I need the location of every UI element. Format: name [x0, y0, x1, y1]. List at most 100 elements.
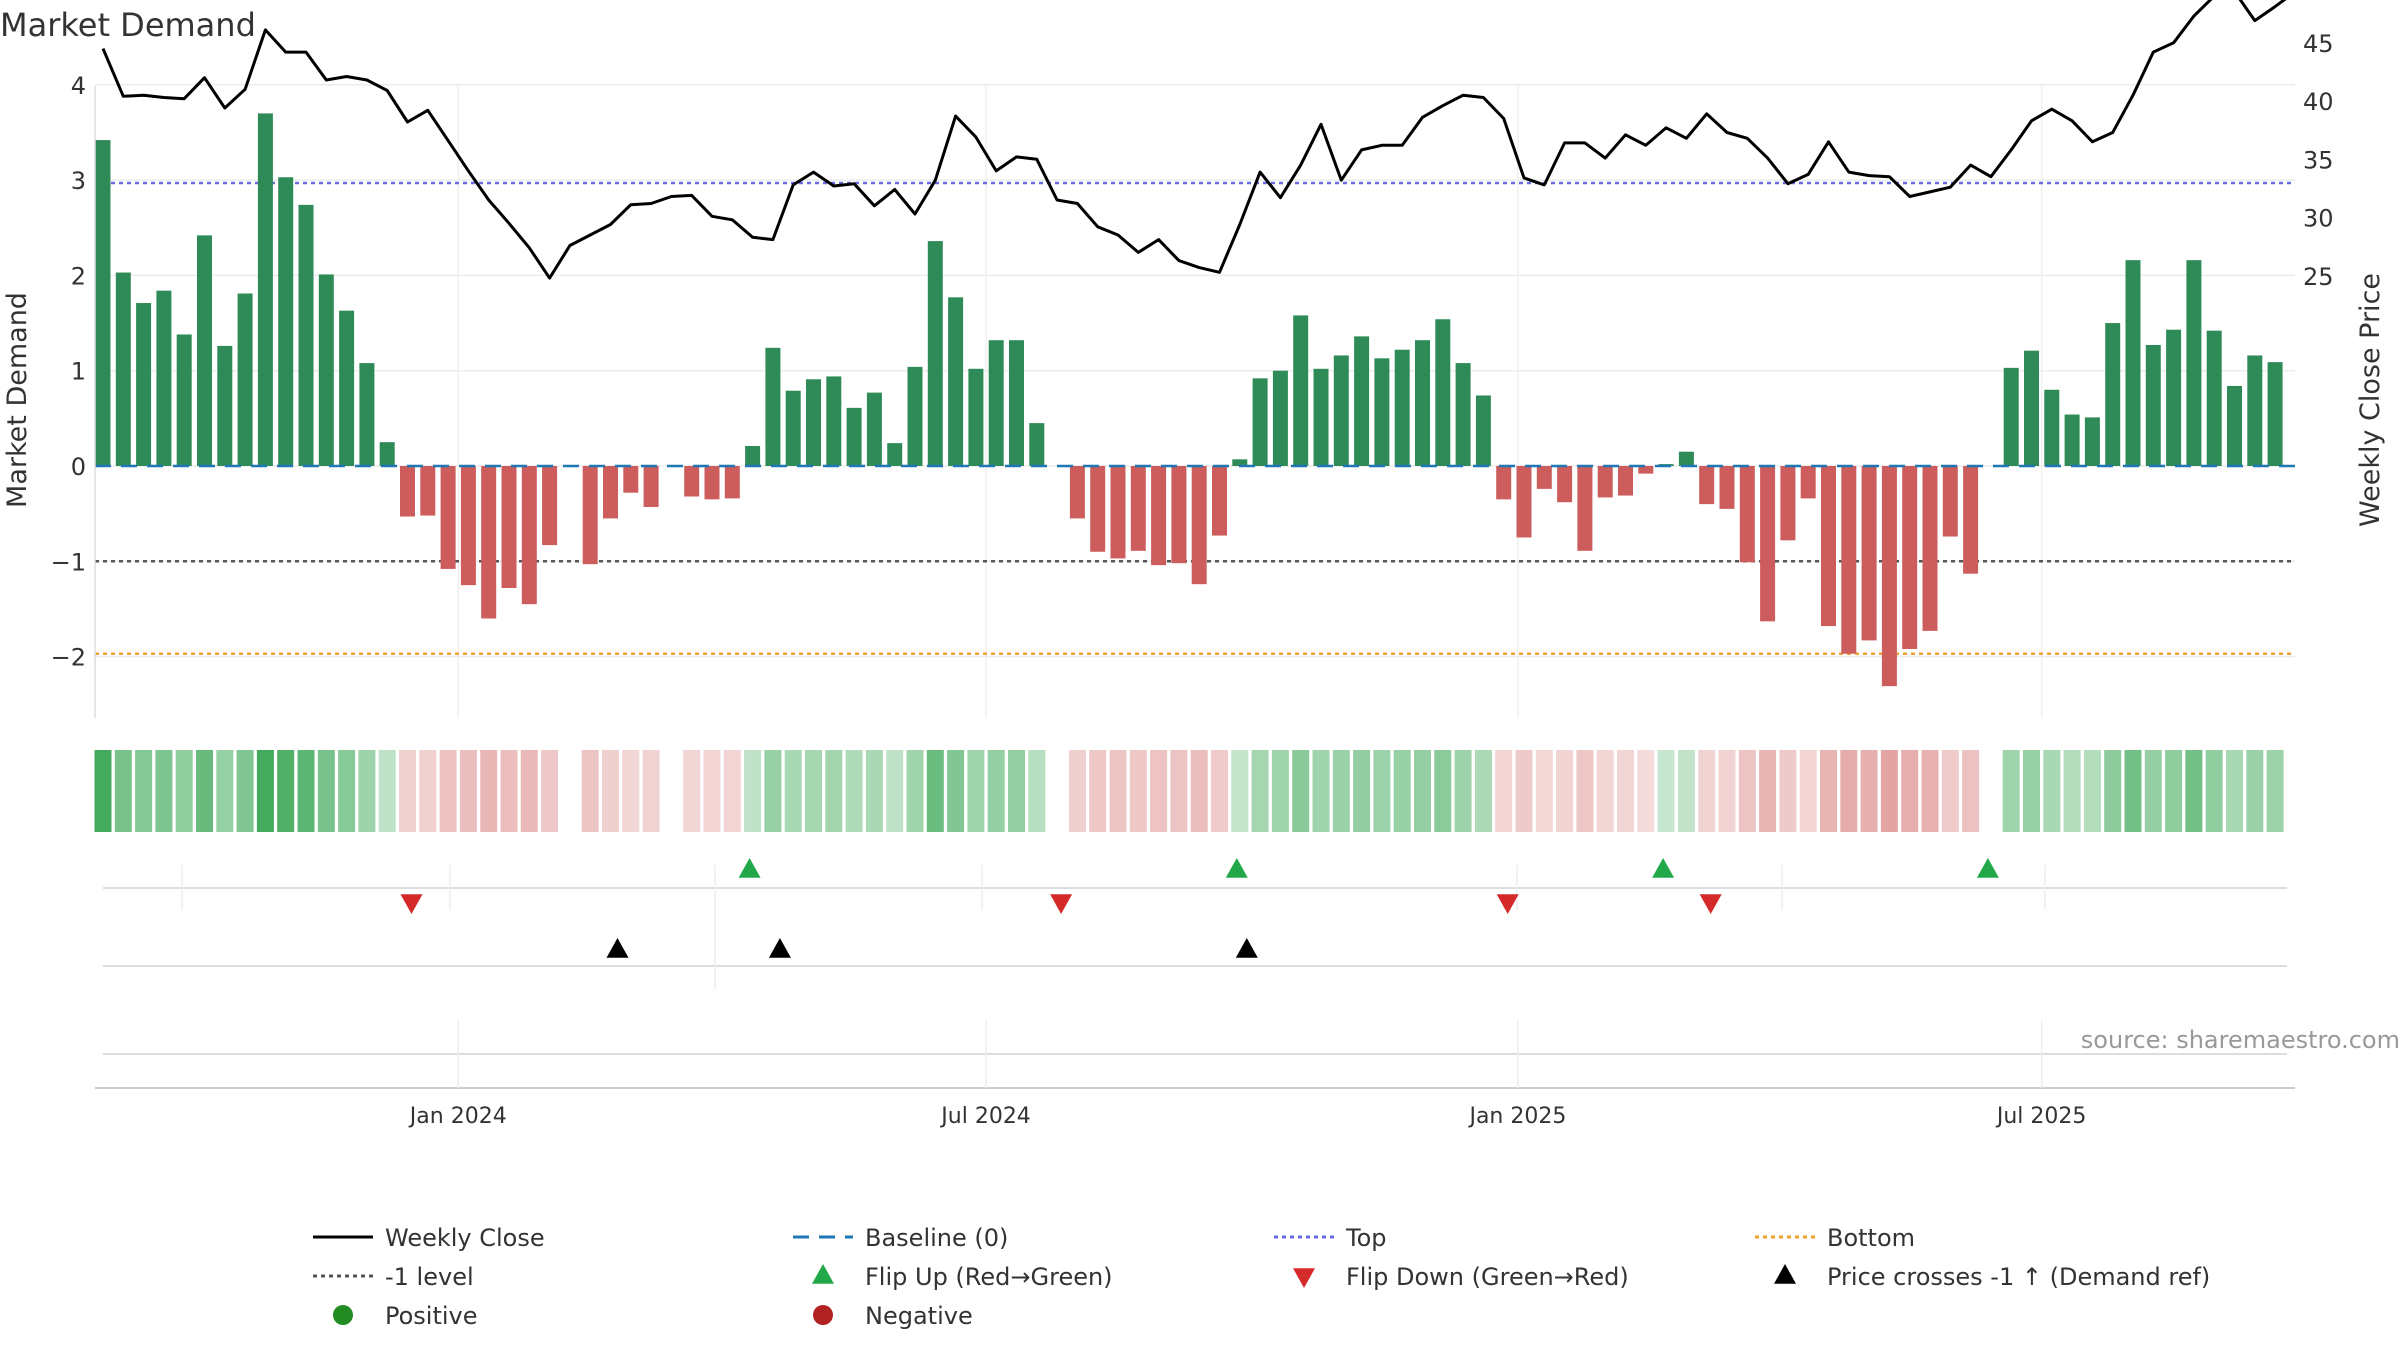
demand-bar [1029, 423, 1045, 466]
y-tick-label-right: 45 [2303, 30, 2334, 58]
x-tick-label: Jan 2025 [1467, 1104, 1566, 1129]
demand-bar [2084, 417, 2100, 466]
demand-bar [846, 407, 862, 466]
demand-bar [2003, 367, 2019, 466]
strip-cell [155, 750, 173, 832]
grid [95, 84, 2295, 718]
demand-bar [704, 466, 720, 500]
strip-cell [1657, 750, 1675, 832]
y-axis-right-label: Weekly Close Price [2355, 273, 2386, 527]
y-tick-label-left: −2 [51, 644, 86, 672]
demand-bar [968, 368, 984, 466]
demand-bar [1618, 466, 1633, 496]
strip-cell [1454, 750, 1472, 832]
strip-cell [1150, 750, 1168, 832]
strip-cell [886, 750, 904, 832]
legend-item: Baseline (0) [793, 1224, 1008, 1252]
strip-cell [764, 750, 782, 832]
strip-cell [2002, 750, 2020, 832]
y-tick-label-right: 35 [2303, 146, 2334, 174]
legend-label: Bottom [1827, 1224, 1915, 1252]
demand-bar [1069, 466, 1085, 519]
strip-cell [1820, 750, 1837, 832]
flip-up-marker [738, 858, 761, 878]
demand-bar [1699, 466, 1715, 505]
chart-title: Market Demand [0, 6, 256, 44]
demand-bar [927, 241, 943, 466]
strip-cell [805, 750, 822, 832]
demand-bar [643, 466, 659, 507]
demand-bar [1333, 355, 1349, 466]
strip-cell [277, 750, 295, 832]
strip-cell [622, 750, 640, 832]
legend-label: Top [1345, 1224, 1387, 1252]
legend-label: Flip Down (Green→Red) [1346, 1263, 1629, 1291]
strip-cell [297, 750, 315, 832]
demand-bar [1455, 363, 1471, 466]
strip-cell [175, 750, 193, 832]
demand-bar [887, 443, 903, 466]
demand-bar [257, 113, 273, 466]
strip-cell [947, 750, 965, 832]
strip-cell [2043, 750, 2061, 832]
strip-cell [703, 750, 721, 832]
demand-bar [1272, 370, 1288, 466]
demand-bar [1374, 358, 1390, 466]
legend-label: Price crosses -1 ↑ (Demand ref) [1827, 1263, 2210, 1291]
price-cross-marker [606, 938, 629, 958]
demand-bar [1760, 466, 1776, 622]
demand-bar [1252, 378, 1268, 466]
demand-bar [1719, 466, 1735, 509]
strip-cell [1414, 750, 1431, 832]
legend-swatch-dot [813, 1305, 833, 1325]
strip-cell [1028, 750, 1046, 832]
y-tick-label-left: −1 [51, 548, 86, 576]
demand-bar [136, 303, 152, 466]
y-tick-label-right: 40 [2303, 88, 2334, 116]
strip-cell [1617, 750, 1634, 832]
strip-cell [845, 750, 863, 832]
strip-cell [94, 750, 112, 832]
strip-cell [987, 750, 1005, 832]
strip-cell [2226, 750, 2243, 832]
demand-bar [2206, 330, 2222, 466]
demand-bar [2166, 329, 2182, 466]
demand-bar [765, 347, 781, 466]
strip-cell [1901, 750, 1919, 832]
demand-bars [95, 113, 2295, 687]
flip-up-marker [1976, 858, 1999, 878]
demand-bar [2125, 260, 2141, 466]
legend-label: Flip Up (Red→Green) [865, 1263, 1113, 1291]
strip-cell [256, 750, 274, 832]
demand-bar [318, 274, 334, 466]
strip-cell [2104, 750, 2122, 832]
demand-bar [1516, 466, 1532, 538]
demand-bar [298, 204, 314, 467]
strip-cell [1495, 750, 1513, 832]
y-tick-label-right: 25 [2303, 263, 2334, 291]
strip-cell [520, 750, 538, 832]
weekly-close-series [101, 0, 2287, 280]
strip-cell [317, 750, 335, 832]
demand-bar [1090, 466, 1106, 552]
flip-down-marker [1050, 894, 1073, 914]
strip-cell [1251, 750, 1269, 832]
strip-cell [2083, 750, 2101, 832]
strip-cell [1718, 750, 1736, 832]
source-note: source: sharemaestro.com [2081, 1026, 2400, 1054]
strip-cell [1535, 750, 1553, 832]
demand-bar [2247, 355, 2263, 466]
strip-cell [1008, 750, 1025, 832]
demand-bar [481, 466, 497, 619]
strip-cell [1109, 750, 1127, 832]
strip-cell [1474, 750, 1492, 832]
strip-cell [1515, 750, 1533, 832]
strip-cell [683, 750, 701, 832]
y-axis-left-label: Market Demand [2, 292, 33, 508]
demand-bar [1232, 459, 1248, 466]
strip-cell [480, 750, 498, 832]
strip-cell [439, 750, 457, 832]
demand-bar [521, 466, 537, 605]
strip-cell [581, 750, 599, 832]
demand-bar [1577, 466, 1593, 551]
